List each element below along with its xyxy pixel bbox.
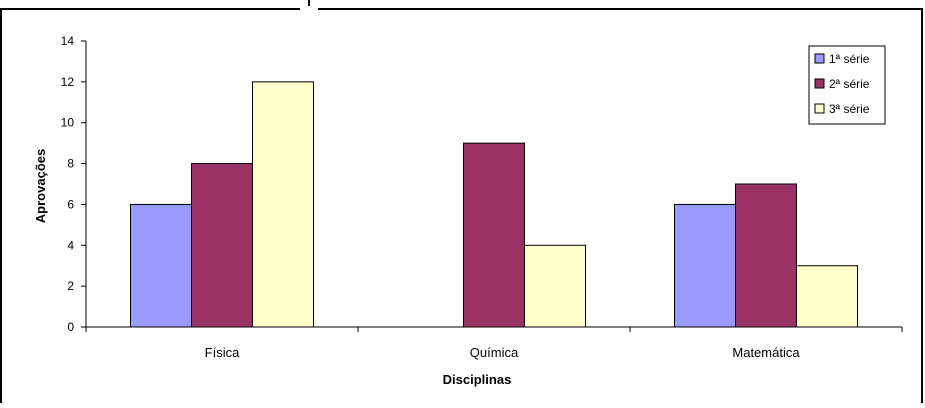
bar	[674, 203, 736, 328]
x-tick-label: Matemática	[732, 345, 800, 360]
x-axis-title: Disciplinas	[443, 372, 512, 387]
y-tick-label: 8	[67, 157, 74, 171]
legend-swatch	[814, 53, 825, 64]
y-tick-label: 14	[61, 34, 75, 48]
legend-label: 2ª série	[829, 77, 870, 91]
bar	[796, 265, 858, 328]
y-axis-title: Aprovações	[33, 149, 48, 223]
y-tick-label: 0	[67, 320, 74, 334]
bar	[130, 203, 192, 328]
legend-label: 1ª série	[829, 52, 870, 66]
legend-swatch	[814, 103, 825, 114]
legend-label: 3ª série	[829, 102, 870, 116]
y-tick-label: 6	[67, 197, 74, 211]
y-tick-label: 12	[61, 75, 75, 89]
legend: 1ª série 2ª série 3ª série	[808, 45, 886, 125]
bar	[735, 183, 797, 328]
y-tick-label: 10	[61, 116, 75, 130]
y-tick-label: 4	[67, 238, 74, 252]
y-tick-label: 2	[67, 279, 74, 293]
x-tick-label: Física	[205, 345, 240, 360]
bar	[252, 81, 314, 328]
bar	[463, 142, 525, 328]
bar	[191, 163, 253, 328]
bar	[524, 244, 586, 328]
x-tick-label: Química	[470, 345, 519, 360]
plot-area: 0 2 4 6 8 10 12 14 Física Química Matemática	[61, 34, 903, 360]
legend-swatch	[814, 78, 825, 89]
